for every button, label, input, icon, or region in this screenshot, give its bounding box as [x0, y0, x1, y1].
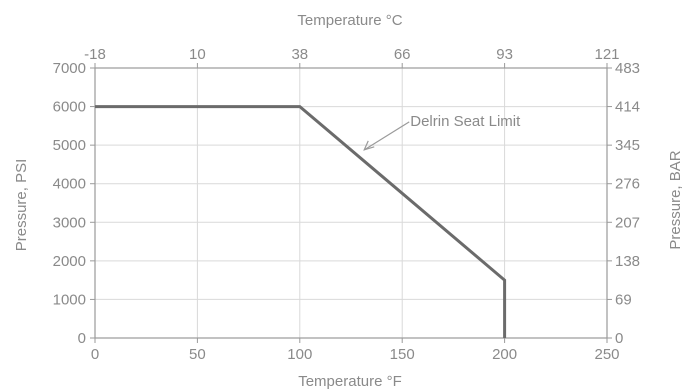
grid	[95, 68, 607, 338]
y2-tick-label: 345	[615, 137, 640, 154]
x2-tick-label: 93	[496, 46, 513, 63]
x-tick-label: 200	[492, 346, 517, 363]
y2-tick-label: 276	[615, 176, 640, 193]
y-tick-labels: 0 1000 2000 3000 4000 5000 6000 7000	[53, 60, 86, 347]
x2-tick-label: -18	[84, 46, 106, 63]
x-tick-labels: 0 50 100 150 200 250	[91, 346, 620, 363]
y-tick-label: 2000	[53, 253, 86, 270]
x2-tick-label: 66	[394, 46, 411, 63]
x-tick-label: 250	[594, 346, 619, 363]
x-tick-label: 50	[189, 346, 206, 363]
x2-tick-label: 38	[291, 46, 308, 63]
y-tick-label: 1000	[53, 291, 86, 308]
tick-marks	[90, 63, 612, 343]
x-tick-label: 100	[287, 346, 312, 363]
y2-tick-label: 207	[615, 214, 640, 231]
y2-tick-label: 69	[615, 291, 632, 308]
x-tick-label: 150	[390, 346, 415, 363]
annotation-label: Delrin Seat Limit	[410, 113, 521, 130]
y2-axis-title: Pressure, BAR	[667, 150, 684, 249]
x2-axis-title: Temperature °C	[297, 12, 402, 29]
y2-tick-label: 414	[615, 99, 640, 116]
y2-tick-label: 138	[615, 253, 640, 270]
x2-tick-labels: -18 10 38 66 93 121	[84, 46, 619, 63]
y-tick-label: 3000	[53, 214, 86, 231]
y-tick-label: 4000	[53, 176, 86, 193]
plot-border	[94, 67, 608, 339]
y-tick-label: 7000	[53, 60, 86, 77]
y2-tick-label: 483	[615, 60, 640, 77]
y-tick-label: 6000	[53, 99, 86, 116]
x-tick-label: 0	[91, 346, 99, 363]
y2-tick-labels: 0 69 138 207 276 345 414 483	[615, 60, 640, 347]
x2-tick-label: 10	[189, 46, 206, 63]
y2-tick-label: 0	[615, 330, 623, 347]
x-axis-title: Temperature °F	[298, 373, 402, 389]
plot-frame	[94, 67, 608, 339]
series	[95, 105, 507, 338]
y-tick-label: 5000	[53, 137, 86, 154]
y-axis-title: Pressure, PSI	[13, 159, 30, 252]
annotations: Delrin Seat Limit	[363, 113, 521, 151]
y-tick-label: 0	[78, 330, 86, 347]
limit-line	[95, 105, 507, 338]
annotation-arrowhead	[363, 140, 375, 151]
x2-tick-label: 121	[594, 46, 619, 63]
annotation-arrow	[363, 121, 410, 151]
